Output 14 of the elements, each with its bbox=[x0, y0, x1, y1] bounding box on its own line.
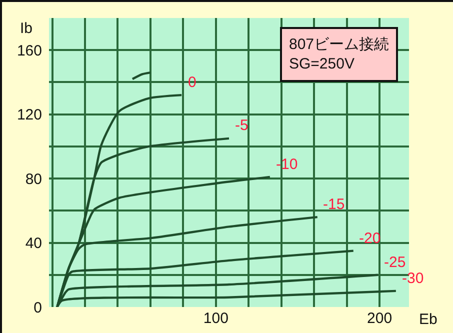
text: 807ビーム接続 bbox=[289, 36, 390, 53]
x-axis-title: Eb bbox=[419, 311, 438, 328]
y-tick-label: 160 bbox=[16, 42, 42, 60]
x-tick-label: 100 bbox=[203, 310, 228, 327]
y-tick-label: 0 bbox=[34, 299, 42, 316]
y-tick-label: 80 bbox=[25, 170, 42, 188]
series-label: -30 bbox=[402, 270, 424, 287]
text: SG=250V bbox=[289, 56, 354, 72]
series-label: -25 bbox=[384, 254, 406, 271]
y-tick-label: 120 bbox=[16, 106, 42, 124]
x-tick-label: 200 bbox=[367, 310, 392, 327]
y-axis-title: Ib bbox=[20, 20, 33, 37]
series-label: -15 bbox=[323, 196, 345, 213]
y-tick-label: 40 bbox=[25, 235, 42, 252]
